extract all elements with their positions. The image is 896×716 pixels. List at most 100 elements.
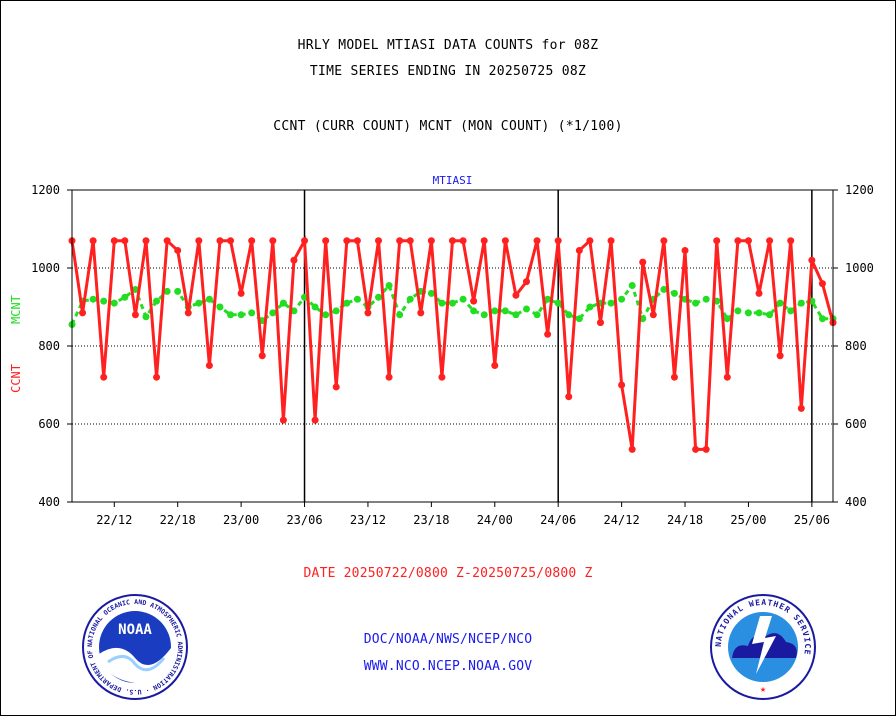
- mcnt-point: [163, 287, 171, 295]
- mcnt-point: [227, 311, 235, 319]
- ccnt-point: [100, 373, 108, 381]
- y-tick-label-right: 600: [845, 417, 867, 431]
- time-series-chart: 400 400 600 600 800 800 1000 1000 1200 1200 22/12 2…: [9, 174, 874, 527]
- ccnt-point: [575, 246, 583, 254]
- noaa-logo: NOAA NATIONAL OCEANIC AND ATMOSPHERIC AD…: [80, 592, 188, 700]
- x-tick-label: 24/00: [477, 513, 513, 527]
- mcnt-point: [797, 299, 805, 307]
- ccnt-point: [343, 237, 351, 245]
- mcnt-point: [100, 297, 108, 305]
- mcnt-point: [670, 289, 678, 297]
- ccnt-point: [205, 362, 213, 369]
- ccnt-point: [744, 237, 752, 245]
- x-tick-label: 25/00: [730, 513, 766, 527]
- y-tick-label-left: 800: [38, 339, 60, 353]
- ccnt-point: [385, 373, 393, 381]
- ccnt-point: [818, 280, 826, 288]
- mcnt-point: [153, 297, 161, 305]
- ccnt-point: [417, 309, 425, 317]
- ccnt-point: [501, 237, 509, 245]
- ccnt-point: [639, 258, 647, 266]
- ccnt-point: [702, 445, 710, 453]
- mcnt-point: [195, 299, 203, 307]
- ccnt-point: [153, 373, 161, 381]
- ccnt-point: [258, 352, 266, 360]
- ccnt-point: [533, 237, 541, 245]
- mcnt-point: [787, 307, 795, 315]
- ccnt-point: [512, 291, 520, 299]
- ccnt-point: [396, 237, 404, 245]
- ccnt-point: [121, 237, 129, 245]
- ccnt-point: [406, 237, 414, 245]
- x-tick-label: 24/06: [540, 513, 576, 527]
- star-icon: ★: [760, 684, 766, 695]
- mcnt-point: [322, 311, 330, 319]
- axis-label-layer: 400 400 600 600 800 800 1000 1000 1200 1200 22/12 2…: [9, 174, 874, 527]
- ccnt-point: [216, 237, 224, 245]
- mcnt-point: [766, 311, 774, 319]
- ccnt-point: [79, 309, 87, 317]
- ccnt-point: [554, 237, 562, 245]
- ccnt-point: [681, 246, 689, 254]
- mcnt-point: [501, 307, 509, 315]
- ccnt-point: [438, 373, 446, 381]
- y-tick-label-left: 600: [38, 417, 60, 431]
- x-tick-label: 22/18: [160, 513, 196, 527]
- x-tick-label: 24/18: [667, 513, 703, 527]
- ccnt-point: [131, 311, 139, 319]
- ccnt-point: [607, 237, 615, 245]
- ccnt-point: [776, 352, 784, 360]
- ccnt-point: [649, 311, 657, 319]
- mcnt-point: [522, 305, 530, 313]
- ccnt-point: [364, 309, 372, 317]
- y-tick-label-right: 1200: [845, 183, 874, 197]
- ccnt-point: [787, 237, 795, 245]
- mcnt-point: [131, 285, 139, 293]
- mcnt-point: [776, 299, 784, 307]
- ccnt-point: [586, 237, 594, 245]
- x-tick-label: 22/12: [96, 513, 132, 527]
- mcnt-point: [174, 287, 182, 295]
- ccnt-point: [470, 297, 478, 305]
- ccnt-point: [660, 237, 668, 245]
- mcnt-point: [343, 299, 351, 307]
- mcnt-point: [755, 309, 763, 317]
- mcnt-point: [554, 299, 562, 307]
- ccnt-point: [269, 237, 277, 245]
- ccnt-point: [290, 256, 298, 264]
- panel-title: MTIASI: [433, 174, 473, 187]
- ccnt-point: [544, 330, 552, 338]
- mcnt-point: [586, 303, 594, 311]
- mcnt-point: [544, 295, 552, 303]
- ccnt-point: [174, 246, 182, 254]
- y-tick-label-left: 400: [38, 495, 60, 509]
- mcnt-point: [121, 293, 129, 301]
- mcnt-point: [470, 307, 478, 315]
- mcnt-point: [396, 311, 404, 319]
- ccnt-point: [565, 393, 573, 401]
- ccnt-point: [332, 383, 340, 391]
- mcnt-point: [660, 285, 668, 293]
- mcnt-point: [332, 307, 340, 315]
- mcnt-point: [702, 295, 710, 303]
- ccnt-series-line: [70, 235, 835, 451]
- chart-title-line1: HRLY MODEL MTIASI DATA COUNTS for 08Z: [297, 38, 599, 53]
- mcnt-point: [575, 315, 583, 323]
- chart-subtitle: CCNT (CURR COUNT) MCNT (MON COUNT) (*1/1…: [273, 119, 623, 134]
- ccnt-point: [184, 309, 192, 317]
- mcnt-point: [248, 309, 256, 317]
- ccnt-point: [279, 416, 287, 424]
- ccnt-point: [322, 237, 330, 245]
- ccnt-point: [353, 237, 361, 245]
- mcnt-point: [269, 309, 277, 317]
- mcnt-point: [734, 307, 742, 315]
- ccnt-point: [618, 381, 626, 389]
- footer-url-link[interactable]: WWW.NCO.NCEP.NOAA.GOV: [363, 659, 533, 674]
- footer-org-line: DOC/NOAA/NWS/NCEP/NCO: [363, 632, 533, 647]
- ccnt-point: [808, 256, 816, 264]
- ccnt-point: [142, 237, 150, 245]
- ccnt-point: [723, 373, 731, 381]
- mcnt-point: [818, 315, 826, 323]
- mcnt-point: [533, 311, 541, 319]
- mcnt-point: [216, 303, 224, 311]
